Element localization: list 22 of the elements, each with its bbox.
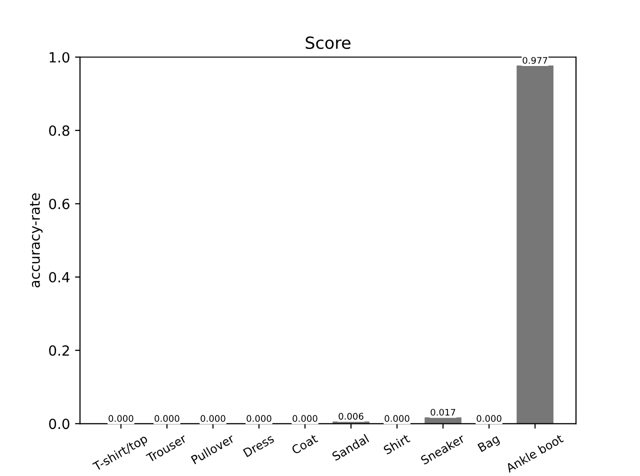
- y-tick-label: 0.8: [49, 125, 70, 136]
- y-tick-label: 0.4: [49, 272, 70, 283]
- data-label: 0.017: [430, 408, 456, 416]
- x-tick-label: Shirt: [382, 434, 410, 455]
- data-label: 0.000: [292, 415, 318, 422]
- x-tick-label: Coat: [290, 434, 318, 455]
- data-label: 0.000: [476, 415, 502, 422]
- x-tick-label: Bag: [477, 434, 501, 454]
- data-label: 0.000: [108, 415, 134, 422]
- y-tick-label: 0.2: [49, 345, 69, 356]
- y-tick-label: 1.0: [50, 52, 70, 63]
- chart-title: Score: [306, 36, 350, 50]
- data-label: 0.000: [200, 415, 226, 422]
- data-label: 0.000: [154, 415, 180, 422]
- bar: [516, 66, 554, 424]
- data-label: 0.000: [246, 415, 272, 422]
- data-label: 0.006: [338, 412, 364, 420]
- y-axis-title: accuracy-rate: [30, 193, 43, 288]
- y-tick-label: 0.6: [49, 198, 70, 210]
- data-label: 0.000: [384, 415, 410, 422]
- y-tick-label: 0.0: [49, 418, 70, 430]
- data-label: 0.977: [522, 56, 548, 64]
